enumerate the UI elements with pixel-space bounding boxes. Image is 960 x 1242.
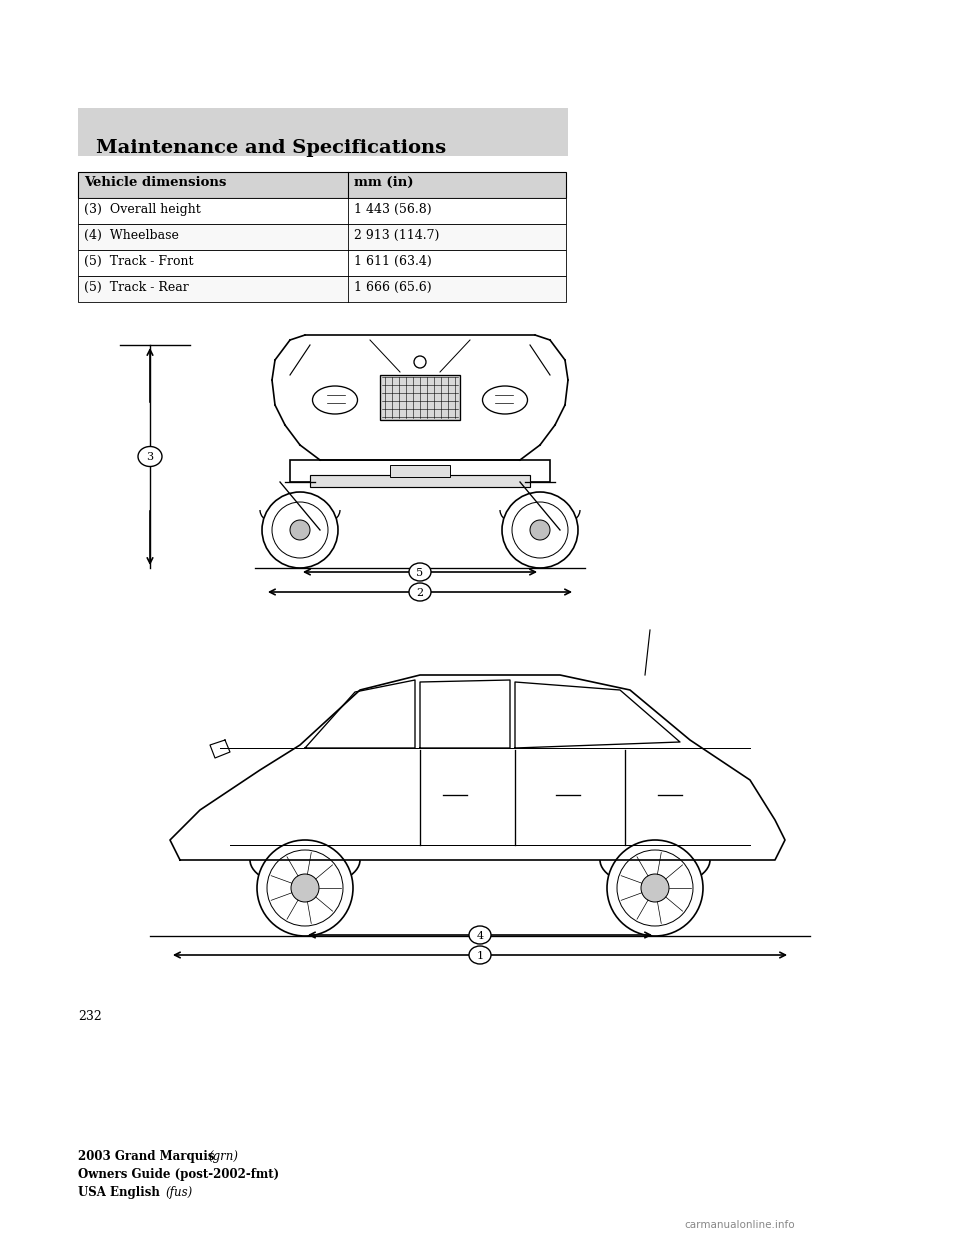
Bar xyxy=(310,474,530,487)
Circle shape xyxy=(262,492,338,568)
Ellipse shape xyxy=(469,927,491,944)
Bar xyxy=(380,375,460,420)
Circle shape xyxy=(267,850,343,927)
Text: mm (in): mm (in) xyxy=(354,176,414,189)
Text: (5)  Track - Front: (5) Track - Front xyxy=(84,255,194,268)
Circle shape xyxy=(512,502,568,558)
Circle shape xyxy=(530,520,550,540)
Circle shape xyxy=(502,492,578,568)
Bar xyxy=(290,460,550,482)
Ellipse shape xyxy=(469,946,491,964)
Circle shape xyxy=(291,874,319,902)
Circle shape xyxy=(641,874,669,902)
Circle shape xyxy=(257,840,353,936)
Text: USA English: USA English xyxy=(78,1186,160,1199)
Ellipse shape xyxy=(483,386,527,414)
Text: 5: 5 xyxy=(417,568,423,578)
Ellipse shape xyxy=(313,386,357,414)
Text: Maintenance and Specifications: Maintenance and Specifications xyxy=(96,139,446,156)
Text: 2: 2 xyxy=(417,587,423,597)
Text: 1 666 (65.6): 1 666 (65.6) xyxy=(354,281,432,294)
Bar xyxy=(78,108,568,156)
Text: 232: 232 xyxy=(78,1010,102,1023)
Bar xyxy=(78,224,566,250)
Text: (fus): (fus) xyxy=(165,1186,192,1199)
Circle shape xyxy=(414,356,426,368)
Text: 2003 Grand Marquis: 2003 Grand Marquis xyxy=(78,1150,214,1163)
Text: (5)  Track - Rear: (5) Track - Rear xyxy=(84,281,189,294)
Text: 2 913 (114.7): 2 913 (114.7) xyxy=(354,229,440,242)
Bar xyxy=(78,197,566,224)
Text: 3: 3 xyxy=(147,452,154,462)
Text: (3)  Overall height: (3) Overall height xyxy=(84,202,201,216)
Text: Owners Guide (post-2002-fmt): Owners Guide (post-2002-fmt) xyxy=(78,1167,279,1181)
Text: (grn): (grn) xyxy=(208,1150,238,1163)
Ellipse shape xyxy=(138,447,162,467)
Text: Vehicle dimensions: Vehicle dimensions xyxy=(84,176,227,189)
Text: 1 443 (56.8): 1 443 (56.8) xyxy=(354,202,432,216)
Circle shape xyxy=(607,840,703,936)
Text: (4)  Wheelbase: (4) Wheelbase xyxy=(84,229,179,242)
Bar xyxy=(78,276,566,302)
Ellipse shape xyxy=(409,563,431,581)
Text: 4: 4 xyxy=(476,932,484,941)
Circle shape xyxy=(290,520,310,540)
Circle shape xyxy=(617,850,693,927)
Text: carmanualonline.info: carmanualonline.info xyxy=(684,1220,795,1230)
Text: 1 611 (63.4): 1 611 (63.4) xyxy=(354,255,432,268)
Bar xyxy=(78,171,566,197)
Ellipse shape xyxy=(409,582,431,601)
Bar xyxy=(390,465,450,477)
Text: 1: 1 xyxy=(476,951,484,961)
Bar xyxy=(78,250,566,276)
Circle shape xyxy=(272,502,328,558)
